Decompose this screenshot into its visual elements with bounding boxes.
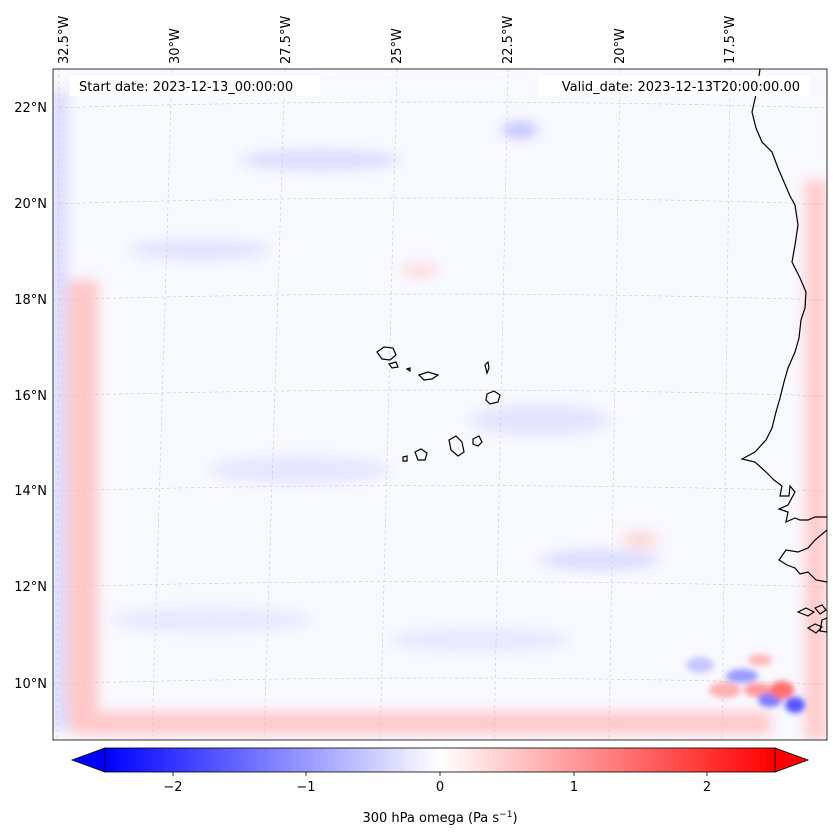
valid-date-label: Valid_date: 2023-12-13T20:00:00.00 xyxy=(562,80,800,95)
map-panel: Start date: 2023-12-13_00:00:00 Valid_da… xyxy=(53,69,827,740)
colorbar-tick-neg1: −1 xyxy=(296,780,315,795)
colorbar: −2 −1 0 1 2 300 hPa omega (Pa s−1) xyxy=(70,747,810,826)
colorbar-tick-neg2: −2 xyxy=(163,780,182,795)
valid-date-box xyxy=(538,76,810,96)
start-date-box xyxy=(70,76,320,96)
lat-label-14n: 14°N xyxy=(14,484,47,499)
coastline-africa xyxy=(740,69,827,524)
lon-label-17-5w: 17.5°W xyxy=(723,16,738,64)
lon-label-25w: 25°W xyxy=(390,28,405,64)
colorbar-tick-1: 1 xyxy=(570,780,578,795)
colorbar-tick-2: 2 xyxy=(703,780,711,795)
colorbar-label: 300 hPa omega (Pa s−1) xyxy=(362,810,517,826)
coastline-bijagos xyxy=(796,604,827,634)
lat-label-18n: 18°N xyxy=(14,293,47,308)
lon-label-27-5w: 27.5°W xyxy=(279,16,294,64)
lat-label-10n: 10°N xyxy=(14,677,47,692)
map-frame xyxy=(52,68,828,741)
lat-label-20n: 20°N xyxy=(14,197,47,212)
latitude-labels: 22°N 20°N 18°N 16°N 14°N 12°N 10°N xyxy=(14,101,47,692)
colorbar-tick-0: 0 xyxy=(436,780,444,795)
colorbar-gradient xyxy=(104,747,776,773)
cape-verde-islands xyxy=(376,346,501,462)
gridlines xyxy=(53,69,827,740)
lat-label-22n: 22°N xyxy=(14,101,47,116)
lon-label-22-5w: 22.5°W xyxy=(501,16,516,64)
colorbar-extend-max xyxy=(774,747,810,773)
lon-label-32-5w: 32.5°W xyxy=(57,16,72,64)
coastline-guinea-bissau xyxy=(778,529,827,583)
lon-label-30w: 30°W xyxy=(168,28,183,64)
lat-label-16n: 16°N xyxy=(14,389,47,404)
lon-label-20w: 20°W xyxy=(613,28,628,64)
lat-label-12n: 12°N xyxy=(14,580,47,595)
omega-field xyxy=(53,90,827,740)
colorbar-extend-min xyxy=(70,747,106,773)
start-date-label: Start date: 2023-12-13_00:00:00 xyxy=(79,80,293,95)
longitude-labels: 32.5°W 30°W 27.5°W 25°W 22.5°W 20°W 17.5… xyxy=(57,16,738,64)
